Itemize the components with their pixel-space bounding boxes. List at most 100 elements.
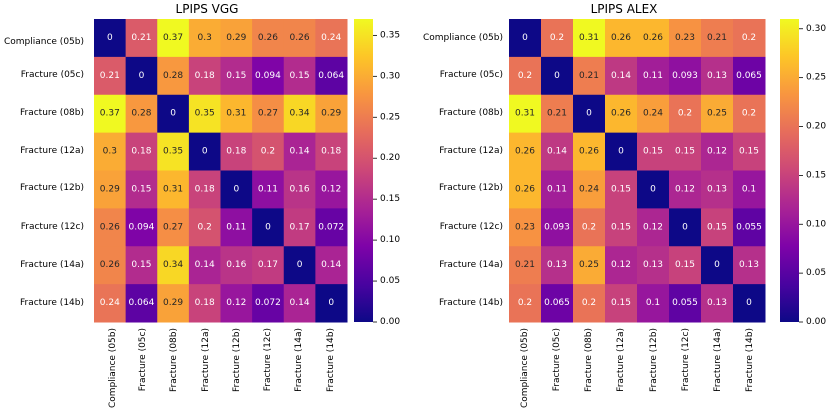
x-tick-label: Fracture (14a) [713, 328, 723, 392]
heatmap-cell [605, 19, 638, 58]
heatmap-cell [669, 246, 702, 285]
heatmap-cell-value: 0.26 [643, 33, 663, 43]
heatmap-cell [315, 170, 348, 209]
heatmap-cell-value: 0.11 [226, 222, 246, 232]
heatmap-cell-value: 0.15 [131, 260, 151, 270]
heatmap-cell-value: 0.15 [611, 222, 631, 232]
heatmap-cell-value: 0.21 [100, 71, 120, 81]
heatmap-cell [252, 208, 285, 247]
heatmap-cell [220, 246, 253, 285]
heatmap-cell-value: 0.11 [643, 71, 663, 81]
heatmap-cell-value: 0 [265, 222, 271, 232]
heatmap-cell-value: 0 [714, 260, 720, 270]
y-tick-label: Fracture (05c) [440, 70, 503, 80]
heatmap-cell-value: 0.14 [547, 147, 567, 157]
heatmap-cell-value: 0.12 [226, 298, 246, 308]
heatmap-cell [701, 284, 734, 323]
heatmap-cell-value: 0.26 [611, 33, 631, 43]
heatmap-cell [701, 56, 734, 96]
heatmap-cell [669, 208, 702, 247]
heatmap-cell-value: 0.2 [582, 222, 596, 232]
heatmap-cell [157, 208, 190, 247]
heatmap-cell-value: 0.15 [707, 222, 727, 232]
chart-title: LPIPS ALEX [591, 2, 658, 16]
heatmap-cell-value: 0.14 [611, 71, 631, 81]
heatmap-cell [220, 208, 253, 247]
heatmap-cell-value: 0.15 [226, 71, 246, 81]
heatmap-cell [252, 94, 285, 134]
heatmap-cell-value: 0 [170, 109, 176, 119]
heatmap-cell [605, 170, 638, 209]
x-tick-label: Fracture (12b) [649, 328, 659, 392]
heatmap-cell-value: 0.2 [518, 298, 532, 308]
y-tick-label: Fracture (14b) [20, 298, 84, 308]
heatmap-cell-value: 0.25 [579, 260, 599, 270]
colorbar [780, 19, 799, 322]
heatmap-cell-value: 0.26 [258, 33, 278, 43]
heatmap-cell-value: 0.24 [100, 298, 120, 308]
heatmap-cell-value: 0.1 [742, 184, 756, 194]
colorbar-tick-label: 0.10 [380, 235, 400, 245]
heatmap-cell [637, 132, 670, 172]
heatmap-cell-value: 0.29 [321, 109, 341, 119]
heatmap-cells: 0 0.21 0.37 0.3 0.29 0.26 0.26 0.24 0.21 0 0.28 0.1… [94, 19, 348, 323]
heatmap-cell-value: 0.37 [100, 109, 120, 119]
heatmap-cell-value: 0.15 [643, 147, 663, 157]
heatmap-cell [637, 170, 670, 209]
heatmap-cell [283, 208, 316, 247]
heatmap-cell [220, 170, 253, 209]
heatmap-cell [637, 284, 670, 323]
heatmap-cell-value: 0 [682, 222, 688, 232]
heatmap-cell-value: 0.26 [100, 260, 120, 270]
heatmap-cell [701, 132, 734, 172]
heatmap-cell-value: 0.064 [129, 298, 155, 308]
heatmap-cell [315, 19, 348, 58]
heatmap-cell [541, 208, 574, 247]
heatmap-cell-value: 0.055 [736, 222, 762, 232]
heatmap-cell-value: 0.24 [579, 184, 599, 194]
heatmap-cell [125, 284, 158, 323]
x-tick-label: Compliance (05b) [520, 328, 530, 408]
heatmap-cell [509, 19, 542, 58]
heatmap-cell [252, 132, 285, 172]
heatmap-panel-vgg: LPIPS VGG 0 0.21 0.37 0.3 0.29 0.26 0.26 0.24 0.… [4, 2, 400, 408]
heatmap-cell-value: 0.13 [643, 260, 663, 270]
heatmap-cell [188, 170, 222, 209]
heatmap-panel-alex: LPIPS ALEX 0 0.2 0.31 0.26 0.26 0.23 0.21 0.2 0.… [423, 2, 826, 408]
heatmap-cell [188, 94, 222, 134]
heatmap-cell [94, 170, 127, 209]
heatmap-cell [283, 94, 316, 134]
heatmap-cell-value: 0 [650, 184, 656, 194]
y-axis-tick-labels: Compliance (05b) Fracture (05c) Fracture… [4, 37, 84, 308]
colorbar-tick-label: 0.25 [806, 73, 826, 83]
heatmap-cell-value: 0.13 [707, 184, 727, 194]
heatmap-cell-value: 0 [746, 298, 752, 308]
colorbar [354, 19, 373, 322]
heatmap-cell [541, 94, 574, 134]
heatmap-cell-value: 0.12 [611, 260, 631, 270]
colorbar-tick-label: 0.15 [806, 170, 826, 180]
colorbar-tick-label: 0.15 [380, 194, 400, 204]
heatmap-cell [541, 19, 574, 58]
heatmap-cell-value: 0.14 [290, 298, 310, 308]
heatmap-cell-value: 0.094 [129, 222, 155, 232]
heatmap-cell-value: 0.15 [131, 184, 151, 194]
heatmap-cell-value: 0.13 [707, 71, 727, 81]
heatmap-cell [252, 246, 285, 285]
heatmap-cell-value: 0 [328, 298, 334, 308]
x-tick-label: Fracture (14b) [326, 328, 336, 392]
heatmap-cell-value: 0.13 [739, 260, 759, 270]
heatmap-cell-value: 0.072 [255, 298, 281, 308]
heatmap-cell [125, 208, 158, 247]
heatmap-cell-value: 0.15 [290, 71, 310, 81]
heatmap-cell [573, 94, 606, 134]
heatmap-cell [573, 170, 606, 209]
heatmap-cell [157, 94, 190, 134]
y-tick-label: Compliance (05b) [423, 33, 503, 43]
heatmap-cell-value: 0.18 [195, 184, 215, 194]
heatmap-cell [94, 284, 127, 323]
x-tick-label: Fracture (08b) [169, 328, 179, 392]
y-tick-label: Fracture (12c) [21, 222, 84, 232]
y-tick-label: Fracture (14a) [20, 260, 84, 270]
heatmap-cell-value: 0 [586, 109, 592, 119]
